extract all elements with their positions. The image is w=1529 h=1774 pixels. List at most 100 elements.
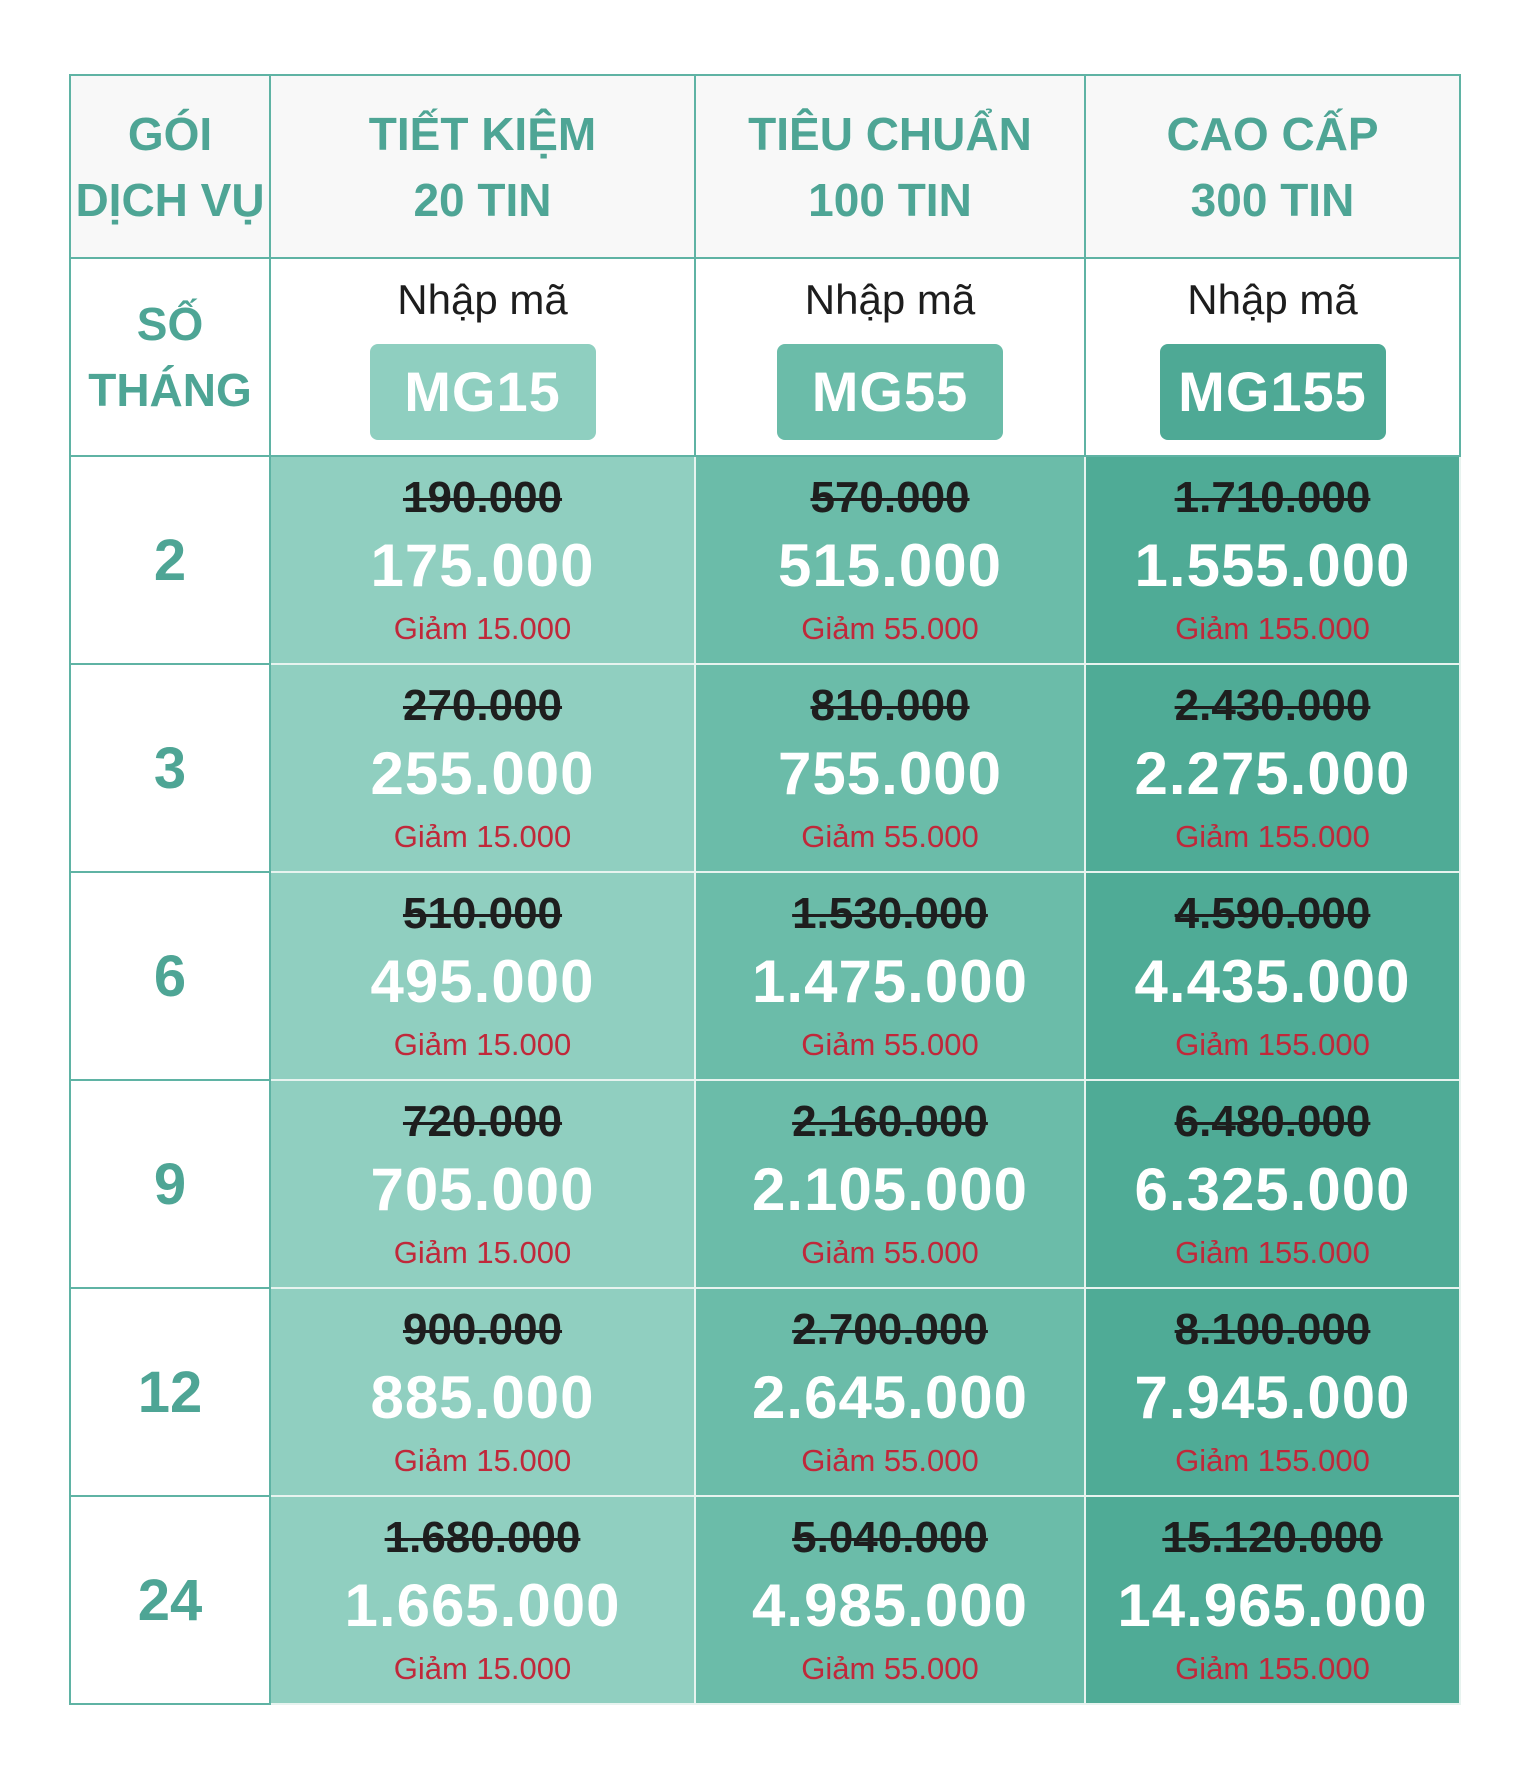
- original-price: 1.680.000: [384, 1513, 581, 1562]
- original-price: 5.040.000: [792, 1513, 988, 1562]
- promo-code-badge: MG155: [1159, 344, 1386, 440]
- price-cell: 5.040.000 4.985.000 Giảm 55.000: [694, 1495, 1086, 1705]
- original-price: 1.710.000: [1174, 473, 1371, 522]
- service-label-line1: GÓI: [127, 107, 213, 160]
- discounted-price: 705.000: [370, 1156, 595, 1223]
- package-quota: 20 TIN: [413, 173, 552, 226]
- discounted-price: 4.985.000: [752, 1572, 1028, 1639]
- price-cell: 4.590.000 4.435.000 Giảm 155.000: [1084, 871, 1461, 1081]
- discount-amount: Giảm 155.000: [1175, 819, 1370, 854]
- promo-code-cell: Nhập mã MG15: [269, 257, 696, 457]
- promo-code-cell: Nhập mã MG55: [694, 257, 1086, 457]
- package-name: CAO CẤP: [1166, 107, 1379, 160]
- price-cell: 1.710.000 1.555.000 Giảm 155.000: [1084, 455, 1461, 665]
- price-cell: 570.000 515.000 Giảm 55.000: [694, 455, 1086, 665]
- months-label-line1: SỐ: [136, 298, 204, 350]
- discount-amount: Giảm 15.000: [393, 819, 572, 854]
- price-cell: 190.000 175.000 Giảm 15.000: [269, 455, 696, 665]
- months-cell: 6: [69, 871, 271, 1081]
- months-cell: 24: [69, 1495, 271, 1705]
- discount-amount: Giảm 155.000: [1175, 1443, 1370, 1478]
- discount-amount: Giảm 15.000: [393, 1651, 572, 1686]
- discounted-price: 885.000: [370, 1364, 595, 1431]
- discounted-price: 755.000: [778, 740, 1002, 807]
- price-cell: 2.160.000 2.105.000 Giảm 55.000: [694, 1079, 1086, 1289]
- discounted-price: 7.945.000: [1134, 1364, 1411, 1431]
- service-package-header: GÓI DỊCH VỤ: [69, 74, 271, 259]
- price-row: 9 720.000 705.000 Giảm 15.000 2.160.000 2.105…: [69, 1079, 1461, 1289]
- discounted-price: 255.000: [370, 740, 595, 807]
- discount-amount: Giảm 55.000: [801, 1443, 979, 1478]
- promo-code-row: SỐ THÁNG Nhập mã MG15 Nhập mã MG55 Nhập …: [69, 257, 1461, 457]
- discount-amount: Giảm 155.000: [1175, 1651, 1370, 1686]
- discount-amount: Giảm 155.000: [1175, 1027, 1370, 1062]
- discounted-price: 495.000: [370, 948, 595, 1015]
- months-label-cell: SỐ THÁNG: [69, 257, 271, 457]
- price-row: 12 900.000 885.000 Giảm 15.000 2.700.000 2.64…: [69, 1287, 1461, 1497]
- discount-amount: Giảm 55.000: [801, 1651, 979, 1686]
- original-price: 2.430.000: [1174, 681, 1371, 730]
- months-cell: 3: [69, 663, 271, 873]
- original-price: 1.530.000: [792, 889, 988, 938]
- price-cell: 900.000 885.000 Giảm 15.000: [269, 1287, 696, 1497]
- price-cell: 810.000 755.000 Giảm 55.000: [694, 663, 1086, 873]
- package-header-tiet-kiem: TIẾT KIỆM 20 TIN: [269, 74, 696, 259]
- price-cell: 1.680.000 1.665.000 Giảm 15.000: [269, 1495, 696, 1705]
- discount-amount: Giảm 15.000: [393, 611, 572, 646]
- discount-amount: Giảm 55.000: [801, 1027, 979, 1062]
- discounted-price: 2.275.000: [1134, 740, 1411, 807]
- original-price: 570.000: [810, 473, 970, 522]
- discount-amount: Giảm 55.000: [801, 611, 979, 646]
- price-cell: 6.480.000 6.325.000 Giảm 155.000: [1084, 1079, 1461, 1289]
- months-cell: 2: [69, 455, 271, 665]
- months-cell: 12: [69, 1287, 271, 1497]
- pricing-table-body: GÓI DỊCH VỤ TIẾT KIỆM 20 TIN TIÊU CHUẨN …: [69, 74, 1461, 1705]
- package-quota: 100 TIN: [808, 173, 972, 226]
- discounted-price: 14.965.000: [1117, 1572, 1428, 1639]
- discount-amount: Giảm 15.000: [393, 1443, 572, 1478]
- original-price: 15.120.000: [1162, 1513, 1383, 1562]
- original-price: 2.160.000: [792, 1097, 988, 1146]
- price-cell: 1.530.000 1.475.000 Giảm 55.000: [694, 871, 1086, 1081]
- months-label-line2: THÁNG: [88, 364, 252, 416]
- discounted-price: 175.000: [370, 532, 595, 599]
- discount-amount: Giảm 15.000: [393, 1027, 572, 1062]
- package-name: TIÊU CHUẨN: [748, 107, 1032, 160]
- discount-amount: Giảm 155.000: [1175, 611, 1370, 646]
- enter-code-prompt: Nhập mã: [804, 276, 976, 323]
- promo-code-cell: Nhập mã MG155: [1084, 257, 1461, 457]
- price-cell: 720.000 705.000 Giảm 15.000: [269, 1079, 696, 1289]
- original-price: 900.000: [402, 1305, 563, 1354]
- original-price: 720.000: [402, 1097, 563, 1146]
- price-cell: 15.120.000 14.965.000 Giảm 155.000: [1084, 1495, 1461, 1705]
- pricing-table: GÓI DỊCH VỤ TIẾT KIỆM 20 TIN TIÊU CHUẨN …: [69, 74, 1461, 1705]
- discount-amount: Giảm 15.000: [393, 1235, 572, 1270]
- discount-amount: Giảm 55.000: [801, 819, 979, 854]
- promo-code-badge: MG55: [777, 344, 1003, 440]
- discounted-price: 6.325.000: [1134, 1156, 1411, 1223]
- discount-amount: Giảm 155.000: [1175, 1235, 1370, 1270]
- discounted-price: 1.665.000: [344, 1572, 621, 1639]
- original-price: 4.590.000: [1174, 889, 1371, 938]
- price-cell: 510.000 495.000 Giảm 15.000: [269, 871, 696, 1081]
- package-quota: 300 TIN: [1190, 173, 1355, 226]
- header-row: GÓI DỊCH VỤ TIẾT KIỆM 20 TIN TIÊU CHUẨN …: [69, 74, 1461, 259]
- price-cell: 2.430.000 2.275.000 Giảm 155.000: [1084, 663, 1461, 873]
- package-header-tieu-chuan: TIÊU CHUẨN 100 TIN: [694, 74, 1086, 259]
- original-price: 190.000: [402, 473, 563, 522]
- price-row: 24 1.680.000 1.665.000 Giảm 15.000 5.040.000…: [69, 1495, 1461, 1705]
- promo-code-badge: MG15: [369, 344, 596, 440]
- price-row: 2 190.000 175.000 Giảm 15.000 570.000 515.000…: [69, 455, 1461, 665]
- price-cell: 8.100.000 7.945.000 Giảm 155.000: [1084, 1287, 1461, 1497]
- discounted-price: 2.645.000: [752, 1364, 1028, 1431]
- service-label-line2: DỊCH VỤ: [75, 173, 265, 226]
- original-price: 6.480.000: [1174, 1097, 1371, 1146]
- original-price: 810.000: [810, 681, 970, 730]
- discounted-price: 2.105.000: [752, 1156, 1028, 1223]
- package-name: TIẾT KIỆM: [368, 107, 597, 160]
- original-price: 8.100.000: [1174, 1305, 1371, 1354]
- price-row: 3 270.000 255.000 Giảm 15.000 810.000 755.000…: [69, 663, 1461, 873]
- months-cell: 9: [69, 1079, 271, 1289]
- price-cell: 270.000 255.000 Giảm 15.000: [269, 663, 696, 873]
- discounted-price: 1.475.000: [752, 948, 1028, 1015]
